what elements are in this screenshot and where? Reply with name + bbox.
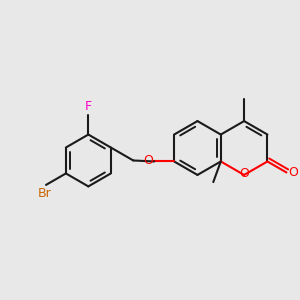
Text: O: O xyxy=(239,167,249,180)
Text: O: O xyxy=(143,154,153,167)
Text: Br: Br xyxy=(38,187,52,200)
Text: F: F xyxy=(85,100,92,112)
Text: O: O xyxy=(288,166,298,179)
